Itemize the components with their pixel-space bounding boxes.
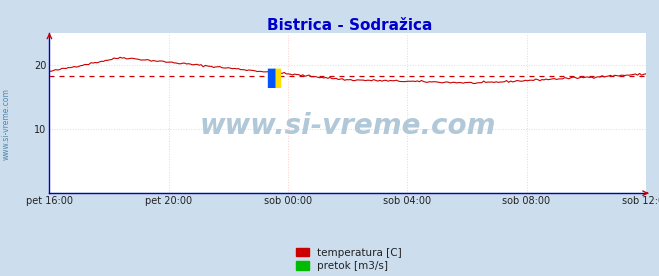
Text: ▌: ▌ [268,68,282,87]
Text: www.si-vreme.com: www.si-vreme.com [200,112,496,140]
Text: Bistrica - Sodražica: Bistrica - Sodražica [267,18,432,33]
Text: ▐: ▐ [266,68,281,87]
Legend: temperatura [C], pretok [m3/s]: temperatura [C], pretok [m3/s] [297,248,402,271]
Text: www.si-vreme.com: www.si-vreme.com [2,88,11,160]
